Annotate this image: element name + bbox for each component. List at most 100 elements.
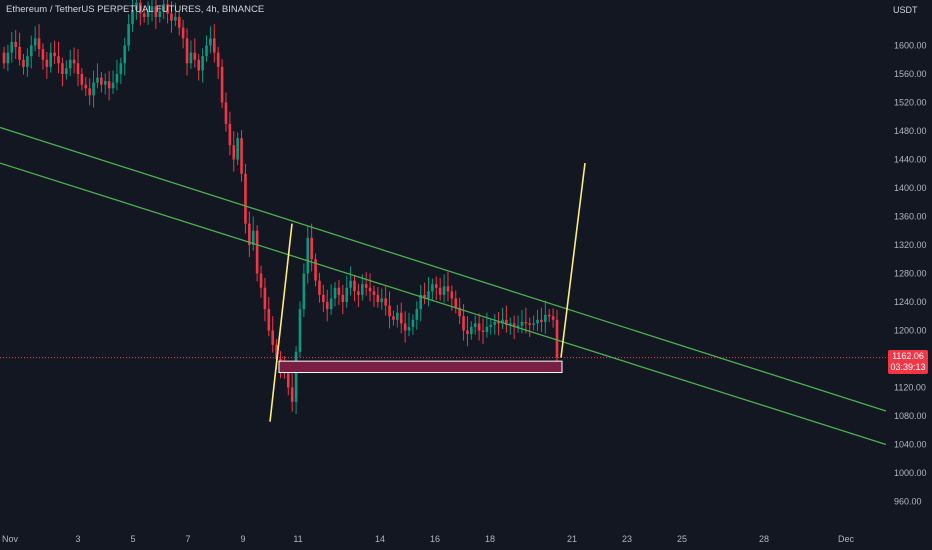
candle-body [103,81,107,85]
candle-body [80,74,84,85]
price-axis-tick: 1600.00 [894,41,927,51]
candle-body [2,52,6,64]
candle-body [314,259,317,281]
candle-body [135,2,138,10]
candle-body [232,145,236,160]
candle-body [236,138,239,160]
candle-body [92,82,95,96]
time-axis-tick: Dec [838,534,855,544]
candle-body [228,123,232,146]
candle-body [139,2,142,14]
candle-body [481,330,485,332]
candle-body [353,280,356,292]
candle-body [33,38,37,46]
candle-body [185,38,189,64]
candle-body [37,38,41,50]
candle-body [193,52,197,60]
candle-body [403,323,407,331]
candle-body [65,68,68,74]
candle-body [333,287,337,299]
price-axis-tick: 1440.00 [894,155,927,165]
candle-body [446,286,450,292]
candle-body [177,17,181,28]
candle-body [205,45,208,57]
candle-body [458,307,461,317]
candle-body [127,24,130,46]
candle-body [255,230,259,274]
candle-body [372,291,376,295]
candle-body [290,387,294,402]
candle-body [450,291,454,299]
candle-body [224,102,228,124]
time-axis-tick: Nov [2,534,19,544]
candle-body [310,237,313,260]
candle-body [294,351,298,402]
candle-body [189,52,193,64]
candle-body [345,287,349,302]
time-axis-tick: 7 [185,534,190,544]
time-axis-tick: 23 [622,534,632,544]
candle-body [181,27,185,39]
candle-body [357,291,360,295]
time-axis-tick: 3 [75,534,80,544]
candle-body [248,223,251,245]
candle-body [485,326,489,332]
candle-body [392,316,395,320]
symbol-title: Ethereum / TetherUS PERPETUAL FUTURES, 4… [6,4,265,15]
candle-body [162,4,165,12]
price-axis-tick: 1240.00 [894,297,927,307]
candle-body [142,13,146,17]
price-axis-tick: 1080.00 [894,411,927,421]
candle-body [216,52,220,67]
candle-body [209,38,212,46]
candle-body [174,17,177,21]
price-axis-tick: 1560.00 [894,69,927,79]
candle-body [473,323,477,327]
candle-body [438,287,442,295]
price-axis-tick: 1280.00 [894,269,927,279]
candle-body [88,88,91,96]
candle-body [322,294,325,302]
candle-body [18,46,21,60]
candle-body [388,305,391,317]
candle-body [329,298,333,310]
candle-body [555,319,559,358]
candle-body [275,344,278,359]
candle-body [520,321,524,326]
candle-body [431,284,434,292]
candle-body [68,59,72,69]
candle-body [259,273,263,288]
candle-body [524,321,528,324]
projection-line [560,162,586,358]
candle-body [302,273,306,310]
price-axis-tick: 960.00 [894,497,922,507]
candle-body [411,319,415,327]
candle-body [501,319,504,324]
candle-body [251,230,255,245]
candle-body [263,287,267,310]
candle-body [423,294,426,299]
candle-body [540,319,543,322]
candle-body [6,52,10,64]
candle-body [396,312,399,320]
candle-body [551,316,555,320]
candle-body [14,41,17,47]
candle-body [349,280,352,288]
candle-body [197,59,201,71]
candle-body [61,63,64,74]
candle-body [49,52,53,67]
candle-body [497,321,500,324]
candle-body [244,173,247,224]
candle-body [532,323,535,325]
price-axis-tick: 1400.00 [894,183,927,193]
candle-body [415,309,419,320]
candle-body [442,286,446,295]
candle-body [212,38,216,53]
candle-body [407,326,411,331]
candle-body [53,52,56,57]
candle-body [462,316,465,331]
candle-body [508,323,512,325]
candle-body [220,66,224,103]
candle-body [505,319,508,325]
